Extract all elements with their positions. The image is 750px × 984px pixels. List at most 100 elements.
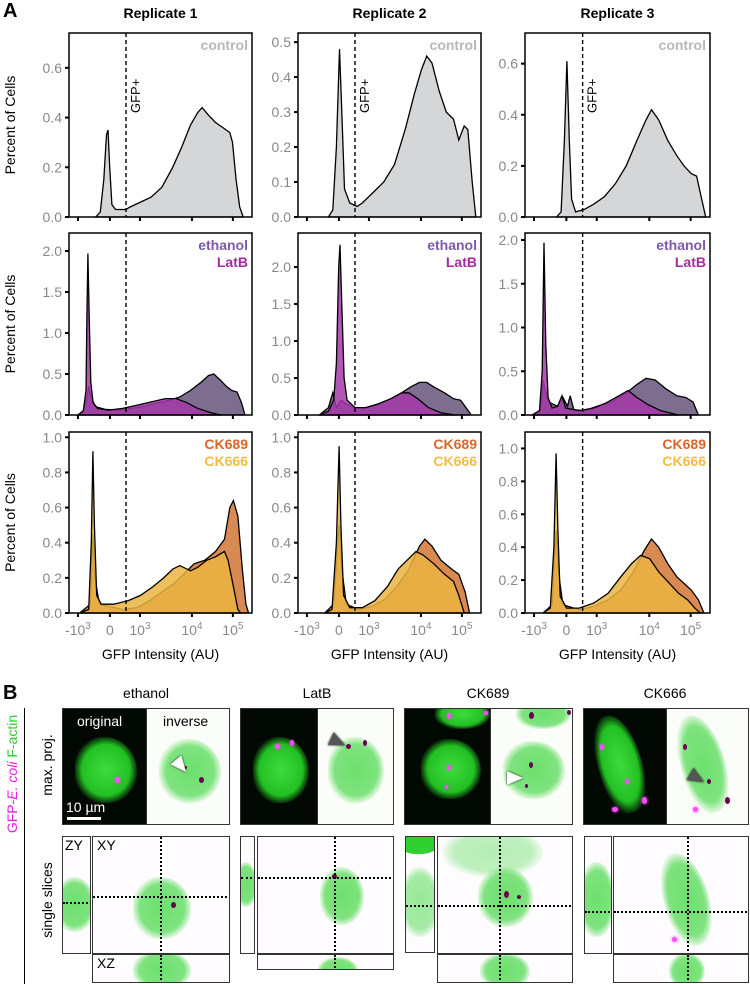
- plot-frame: [297, 32, 482, 218]
- y-tick-label: 0.6: [499, 506, 519, 522]
- ck666-zy-slice: [584, 836, 612, 954]
- x-tick-label: 105: [680, 621, 702, 638]
- plot-frame: [68, 32, 253, 218]
- histogram-grid: Replicate 1 Replicate 2 Replicate 3 Percent…: [2, 5, 711, 662]
- y-tick-label: 0.0: [43, 209, 63, 225]
- y-tick-label: 1.5: [499, 276, 519, 292]
- series-area-control: [94, 106, 244, 218]
- x-tick-label: -103: [521, 621, 547, 638]
- legend-ck666: CK666: [433, 453, 477, 469]
- gate-label: GFP+: [357, 79, 372, 113]
- plot-background: [298, 233, 481, 415]
- y-tick-label: 0.5: [272, 34, 292, 50]
- y-tick-label: 0.0: [43, 605, 63, 621]
- y-tick-label: 0.2: [272, 570, 292, 586]
- y-tick-label: 0.4: [272, 69, 292, 85]
- column-header-ethanol: ethanol: [123, 685, 169, 701]
- histogram-panel: GFP+ control 0.0 0.2 0.4 0.6: [43, 32, 253, 225]
- y-tick-label: 0.4: [43, 535, 63, 551]
- x-tick-label: -103: [294, 621, 320, 638]
- x-tick-label: 104: [181, 621, 203, 638]
- ck666-original-image: [583, 708, 667, 825]
- ck689-xz-slice: [437, 954, 573, 983]
- y-tick-label: 1.5: [43, 284, 63, 300]
- legend-ethanol: ethanol: [427, 237, 477, 253]
- legend-ethanol: ethanol: [198, 237, 248, 253]
- latb-original-image: [240, 708, 318, 825]
- y-tick-label: 0.8: [272, 464, 292, 480]
- legend-control: control: [659, 37, 706, 53]
- y-tick-label: 0.0: [272, 209, 292, 225]
- ck689-inverse-image: [490, 708, 573, 825]
- ethanol-inverse-image: inverse: [146, 708, 230, 825]
- x-tick-label: 103: [586, 621, 608, 638]
- ck666-inverse-image: [666, 708, 749, 825]
- y-tick-label: 0.2: [499, 572, 519, 588]
- series-area-ck666: [542, 453, 701, 614]
- x-tick-label: 105: [451, 621, 473, 638]
- y-tick-label: 0.4: [43, 110, 63, 126]
- y-tick-label: 0.2: [43, 159, 63, 175]
- series-area-control: [327, 49, 477, 218]
- xy-label: XY: [97, 837, 116, 853]
- row-label-single-slices: single slices: [39, 862, 55, 938]
- zy-label: ZY: [65, 837, 83, 853]
- column-header-ck689: CK689: [466, 685, 510, 701]
- channel-label: GFP-E. coli F-actin: [4, 674, 20, 874]
- y-tick-label: 0.6: [43, 60, 63, 76]
- latb-zy-slice: [240, 836, 255, 954]
- row-group-divider: [24, 708, 25, 984]
- legend-ck689: CK689: [433, 436, 477, 452]
- legend-latb: LatB: [446, 254, 477, 270]
- y-tick-label: 0.0: [499, 209, 519, 225]
- scale-bar: [67, 817, 101, 820]
- x-tick-label: 104: [639, 621, 661, 638]
- plot-frame: [524, 232, 711, 416]
- y-tick-label: 1.0: [272, 429, 292, 445]
- plot-frame: [68, 431, 253, 614]
- x-tick-label: 104: [410, 621, 432, 638]
- y-tick-label: 0.8: [43, 464, 63, 480]
- scale-bar-label: 10 µm: [66, 799, 106, 815]
- gate-label: GFP+: [128, 79, 143, 113]
- y-tick-label: 1.0: [499, 320, 519, 336]
- series-area-latb: [319, 244, 456, 416]
- ck689-original-image: [404, 708, 491, 825]
- latb-inverse-image: [317, 708, 394, 825]
- plot-frame: [524, 431, 711, 614]
- y-tick-label: 0.6: [499, 56, 519, 72]
- x-axis-label: GFP Intensity (AU): [559, 646, 676, 662]
- y-tick-label: 0.8: [499, 473, 519, 489]
- column-title: Replicate 3: [581, 5, 655, 21]
- legend-ck666: CK666: [204, 453, 248, 469]
- legend-ck666: CK666: [662, 453, 706, 469]
- y-tick-label: 2.0: [272, 259, 292, 275]
- x-tick-label: 0: [335, 622, 343, 638]
- y-axis-label: Percent of Cells: [2, 76, 18, 175]
- xz-label: XZ: [97, 955, 115, 971]
- y-tick-label: 2.0: [43, 243, 63, 259]
- column-title: Replicate 2: [353, 5, 427, 21]
- x-tick-label: 0: [106, 622, 114, 638]
- latb-xy-slice: [257, 836, 394, 954]
- legend-control: control: [430, 37, 477, 53]
- legend-ck689: CK689: [204, 436, 248, 452]
- plot-frame: [68, 232, 253, 416]
- x-tick-label: -103: [65, 621, 91, 638]
- column-header-latb: LatB: [302, 685, 332, 701]
- legend-control: control: [201, 37, 248, 53]
- arrowhead-icon: [507, 771, 523, 785]
- original-label: original: [77, 713, 123, 729]
- y-tick-label: 0.4: [499, 539, 519, 555]
- y-tick-label: 0.4: [499, 107, 519, 123]
- ck689-xy-slice: [437, 836, 573, 954]
- y-tick-label: 0.1: [272, 174, 292, 190]
- inverse-label: inverse: [163, 713, 209, 729]
- y-tick-label: 0.0: [43, 407, 63, 423]
- y-tick-label: 0.2: [499, 158, 519, 174]
- gate-label: GFP+: [585, 79, 600, 113]
- y-tick-label: 1.0: [43, 325, 63, 341]
